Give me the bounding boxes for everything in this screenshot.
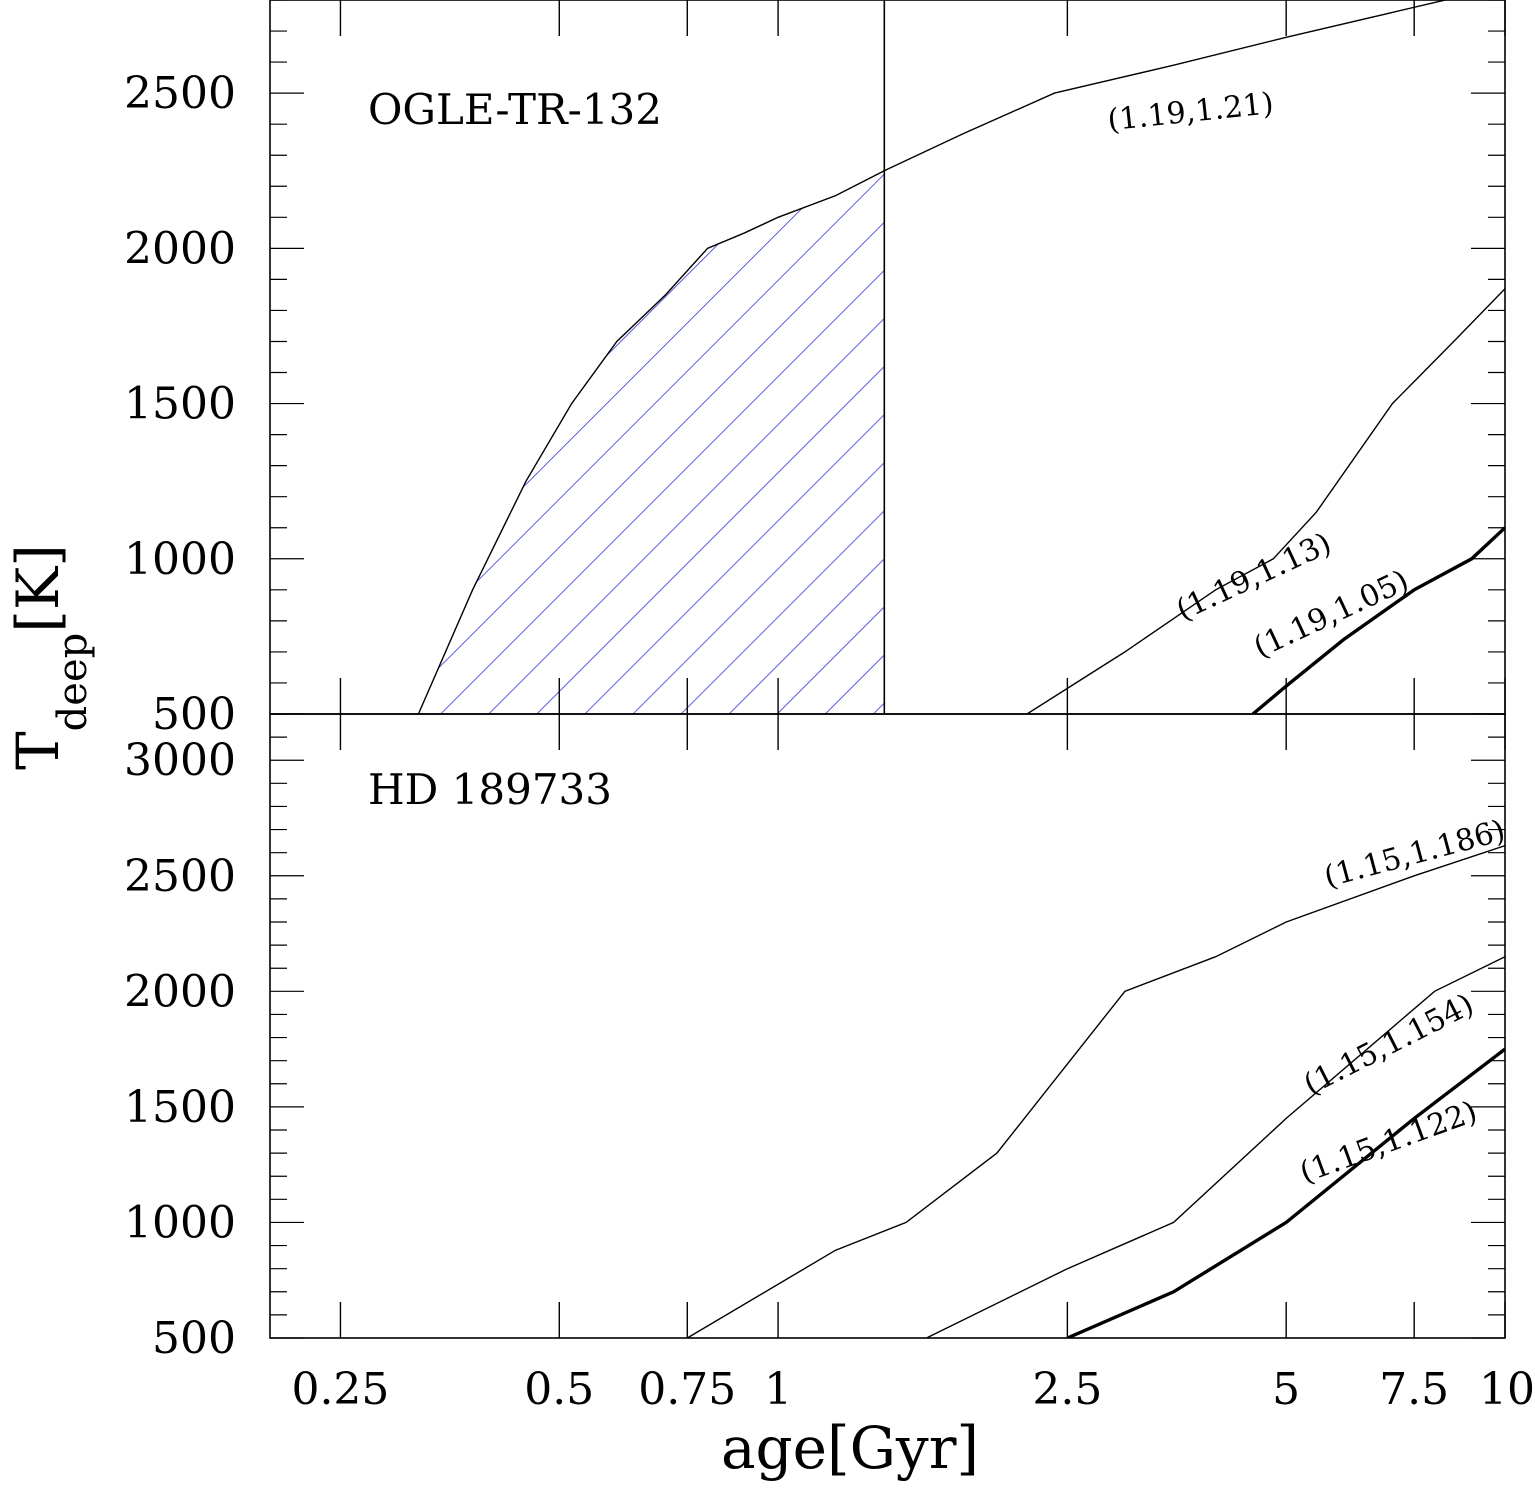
y-tick-label-ogle: 1500 <box>124 379 236 430</box>
series-label-hd-1: (1.15,1.154) <box>1298 987 1479 1102</box>
x-tick-label: 1 <box>764 1364 792 1415</box>
y-tick-label-hd: 2500 <box>124 851 236 902</box>
panel-ogle-tr-132: OGLE-TR-132 500 1000 1500 2000 2500 (1.19,1.2… <box>124 0 1506 740</box>
panel-title-ogle-tr-132: OGLE-TR-132 <box>368 85 662 134</box>
axis-titles: age[Gyr] Tdeep[K] <box>4 544 979 1482</box>
x-axis-title: age[Gyr] <box>721 1414 979 1482</box>
series-line-ogle-2 <box>1251 526 1505 714</box>
series-line-hd-2 <box>1066 1047 1505 1338</box>
y-axis-title-subscript: deep <box>50 633 96 732</box>
series-label-hd-2: (1.15,1.122) <box>1295 1094 1481 1190</box>
series-line-hd-0 <box>686 845 1505 1338</box>
y-tick-label-hd: 1000 <box>124 1197 236 1248</box>
panel-hd-189733: HD 189733 500 1000 1500 2000 2500 3000 0.25 0.5… <box>124 713 1535 1415</box>
plot-frame-hd <box>269 713 1506 1339</box>
series-label-hd-0: (1.15,1.186) <box>1321 813 1509 895</box>
x-tick-label: 0.5 <box>524 1364 594 1415</box>
y-tick-label-hd: 3000 <box>124 735 236 786</box>
y-tick-label-ogle: 500 <box>152 689 236 740</box>
series-line-ogle-0 <box>417 0 1449 714</box>
y-axis-title-unit: [K] <box>4 544 72 633</box>
x-tick-label: 5 <box>1272 1364 1300 1415</box>
series-line-hd-1 <box>926 956 1505 1338</box>
x-tick-label: 2.5 <box>1032 1364 1102 1415</box>
x-tick-label: 10 <box>1479 1364 1535 1415</box>
y-tick-label-ogle: 2500 <box>124 68 236 119</box>
y-tick-label-hd: 500 <box>152 1313 236 1364</box>
y-tick-label-hd: 1500 <box>124 1082 236 1133</box>
x-tick-label: 0.25 <box>291 1364 389 1415</box>
y-tick-label-ogle: 2000 <box>124 223 236 274</box>
x-tick-label: 7.5 <box>1379 1364 1449 1415</box>
y-axis-title-t: T <box>4 731 72 770</box>
series-line-ogle-1 <box>1026 288 1505 714</box>
y-axis-title: Tdeep[K] <box>4 544 96 770</box>
panel-title-hd-189733: HD 189733 <box>368 765 612 814</box>
series-label-ogle-0: (1.19,1.21) <box>1106 86 1275 138</box>
y-axis-title-main: Tdeep[K] <box>4 544 96 770</box>
x-tick-label: 0.75 <box>638 1364 736 1415</box>
y-tick-label-ogle: 1000 <box>124 534 236 585</box>
y-tick-label-hd: 2000 <box>124 966 236 1017</box>
hatched-region <box>418 170 885 714</box>
